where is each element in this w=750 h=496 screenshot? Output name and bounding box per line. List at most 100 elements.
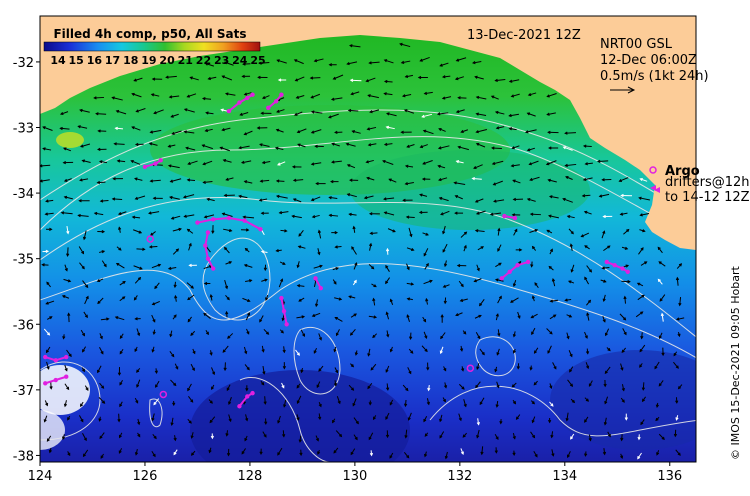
- current-arrow: [260, 211, 269, 215]
- current-arrow: [638, 247, 644, 255]
- current-arrow: [455, 109, 465, 114]
- current-arrow: [369, 231, 378, 235]
- current-arrow: [639, 212, 650, 217]
- current-arrow: [67, 312, 71, 323]
- current-arrow: [441, 96, 452, 100]
- current-arrow: [223, 61, 234, 66]
- current-arrow: [317, 248, 321, 256]
- current-arrow: [45, 346, 51, 354]
- drifter-position: [284, 322, 289, 327]
- current-arrow: [350, 448, 356, 456]
- current-arrow: [580, 232, 590, 238]
- current-arrow: [566, 332, 570, 340]
- drifter-position: [237, 404, 242, 409]
- current-arrow: [474, 198, 484, 203]
- current-arrow: [202, 160, 213, 166]
- current-arrow: [513, 228, 518, 236]
- current-arrow: [407, 412, 412, 421]
- current-arrow: [528, 160, 539, 166]
- colorbar-tick-label: 17: [105, 54, 120, 67]
- current-arrow: [115, 262, 125, 269]
- current-arrow: [114, 316, 125, 321]
- current-arrow: [258, 198, 268, 202]
- current-arrow: [282, 362, 286, 370]
- current-arrow: [333, 380, 338, 387]
- current-arrow: [620, 434, 624, 442]
- current-arrow: [149, 129, 162, 134]
- colorbar-tick-label: 15: [69, 54, 84, 67]
- current-arrow: [150, 93, 160, 97]
- current-arrow: [334, 367, 339, 374]
- current-arrow: [545, 160, 557, 166]
- current-arrow: [188, 263, 197, 267]
- drifter-position: [266, 105, 271, 111]
- current-arrow: [495, 400, 499, 408]
- current-arrow: [169, 351, 175, 358]
- current-arrow: [460, 129, 469, 134]
- current-arrow: [310, 93, 321, 99]
- current-arrow: [383, 92, 393, 96]
- current-arrow: [639, 177, 648, 182]
- y-tick-label: -35: [13, 253, 34, 268]
- current-arrow: [551, 278, 556, 287]
- current-arrow: [489, 212, 502, 216]
- drifter-position: [279, 295, 284, 301]
- current-arrow: [347, 108, 359, 113]
- current-arrow: [84, 295, 89, 305]
- current-arrow: [208, 399, 213, 404]
- current-arrow: [495, 313, 499, 321]
- y-tick-label: -37: [13, 384, 34, 399]
- current-arrow: [205, 111, 214, 115]
- current-arrow: [241, 228, 250, 232]
- current-arrow: [389, 346, 393, 353]
- drifter-position: [318, 285, 323, 291]
- current-arrow: [97, 365, 102, 374]
- current-arrow: [48, 447, 52, 454]
- colorbar-tick-label: 25: [250, 54, 265, 67]
- current-arrow: [245, 279, 253, 283]
- current-arrow: [588, 434, 592, 442]
- colorbar-gradient: [43, 41, 261, 52]
- current-arrow: [332, 279, 337, 285]
- current-arrow: [310, 129, 322, 134]
- current-arrow: [459, 345, 464, 352]
- current-arrow: [346, 61, 358, 66]
- current-arrow: [368, 264, 375, 270]
- current-arrow: [620, 397, 625, 403]
- current-arrow: [263, 328, 270, 335]
- current-arrow: [515, 414, 521, 420]
- current-arrow: [309, 76, 321, 80]
- current-arrow: [345, 142, 356, 147]
- current-arrow: [640, 332, 644, 340]
- current-arrow: [211, 384, 215, 391]
- current-arrow: [368, 432, 374, 441]
- current-arrow: [495, 126, 505, 130]
- current-arrow: [119, 348, 124, 355]
- current-arrow: [242, 215, 255, 219]
- drifter-position: [203, 243, 208, 248]
- current-arrow: [419, 144, 428, 149]
- current-arrow: [183, 130, 195, 134]
- current-arrow: [137, 432, 141, 438]
- colorbar-tick-label: 14: [50, 54, 66, 67]
- current-arrow: [675, 449, 681, 456]
- current-arrow: [315, 435, 319, 442]
- current-arrow: [531, 416, 536, 424]
- current-arrow: [441, 75, 451, 79]
- current-arrow: [494, 447, 498, 454]
- current-arrow: [260, 380, 265, 386]
- current-arrow: [331, 142, 340, 147]
- current-arrow: [619, 212, 628, 216]
- current-arrow: [473, 278, 482, 283]
- drifter-position: [620, 266, 625, 271]
- current-arrow: [385, 264, 390, 272]
- current-arrow: [298, 297, 305, 302]
- contour-line: [40, 197, 696, 338]
- current-arrow: [370, 363, 377, 371]
- current-arrow: [584, 162, 593, 166]
- current-arrow: [423, 331, 428, 339]
- current-time-label: 12-Dec 06:00Z: [600, 53, 697, 68]
- current-arrow: [172, 314, 177, 320]
- current-arrow: [526, 198, 536, 202]
- current-arrow: [82, 432, 87, 442]
